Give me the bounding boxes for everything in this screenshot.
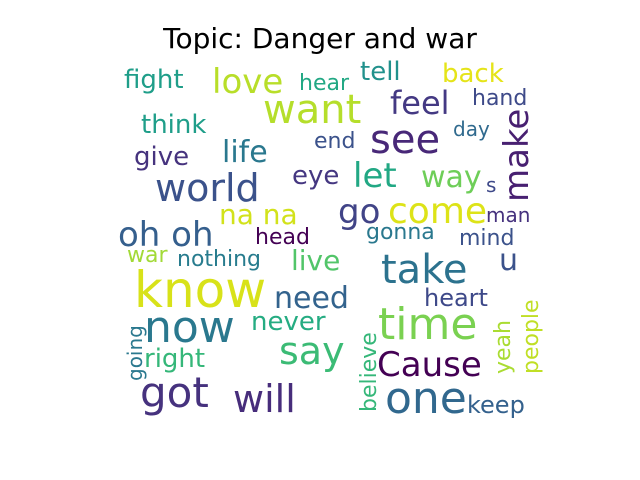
word-na-na: na na: [219, 198, 298, 231]
word-feel: feel: [390, 84, 450, 122]
word-give: give: [134, 142, 189, 172]
word-people: people: [519, 299, 544, 374]
word-live: live: [291, 244, 340, 277]
word-going: going: [123, 325, 147, 381]
word-see: see: [370, 117, 440, 163]
word-hear: hear: [299, 71, 350, 96]
word-war: war: [127, 243, 168, 268]
word-take: take: [381, 247, 468, 293]
word-world: world: [155, 166, 260, 210]
word-think: think: [141, 110, 206, 140]
word-want: want: [263, 87, 361, 133]
word-way: way: [421, 160, 482, 195]
word-got: got: [140, 368, 209, 417]
word-head: head: [255, 225, 310, 250]
word-back: back: [442, 59, 504, 89]
word-man: man: [486, 203, 530, 227]
word-now: now: [144, 302, 235, 353]
word-time: time: [378, 299, 477, 350]
word-day: day: [453, 117, 490, 141]
word-fight: fight: [124, 65, 184, 95]
word-know: know: [134, 261, 266, 319]
chart-title: Topic: Danger and war: [163, 22, 477, 55]
word-will: will: [233, 377, 296, 421]
word-believe: believe: [357, 332, 382, 412]
word-life: life: [222, 135, 268, 170]
word-never: never: [251, 307, 326, 337]
word-go: go: [338, 192, 380, 232]
word-yeah: yeah: [491, 320, 516, 374]
word-u: u: [499, 243, 518, 278]
word-heart: heart: [424, 284, 488, 312]
word-one: one: [385, 373, 467, 424]
word-need: need: [274, 281, 349, 316]
word-tell: tell: [360, 57, 401, 87]
word-end: end: [314, 129, 355, 154]
word-let: let: [353, 156, 397, 196]
word-cause: Cause: [377, 345, 482, 385]
word-love: love: [212, 62, 283, 102]
word-eye: eye: [292, 161, 339, 191]
word-say: say: [279, 329, 345, 373]
word-right: right: [144, 344, 205, 374]
word-s: s: [486, 173, 496, 197]
word-mind: mind: [459, 226, 514, 251]
word-hand: hand: [472, 86, 527, 111]
word-oh-oh: oh oh: [118, 215, 214, 255]
word-nothing: nothing: [177, 247, 261, 272]
word-keep: keep: [467, 391, 525, 419]
word-gonna: gonna: [366, 220, 435, 245]
word-make: make: [497, 109, 537, 202]
word-come: come: [388, 191, 487, 232]
